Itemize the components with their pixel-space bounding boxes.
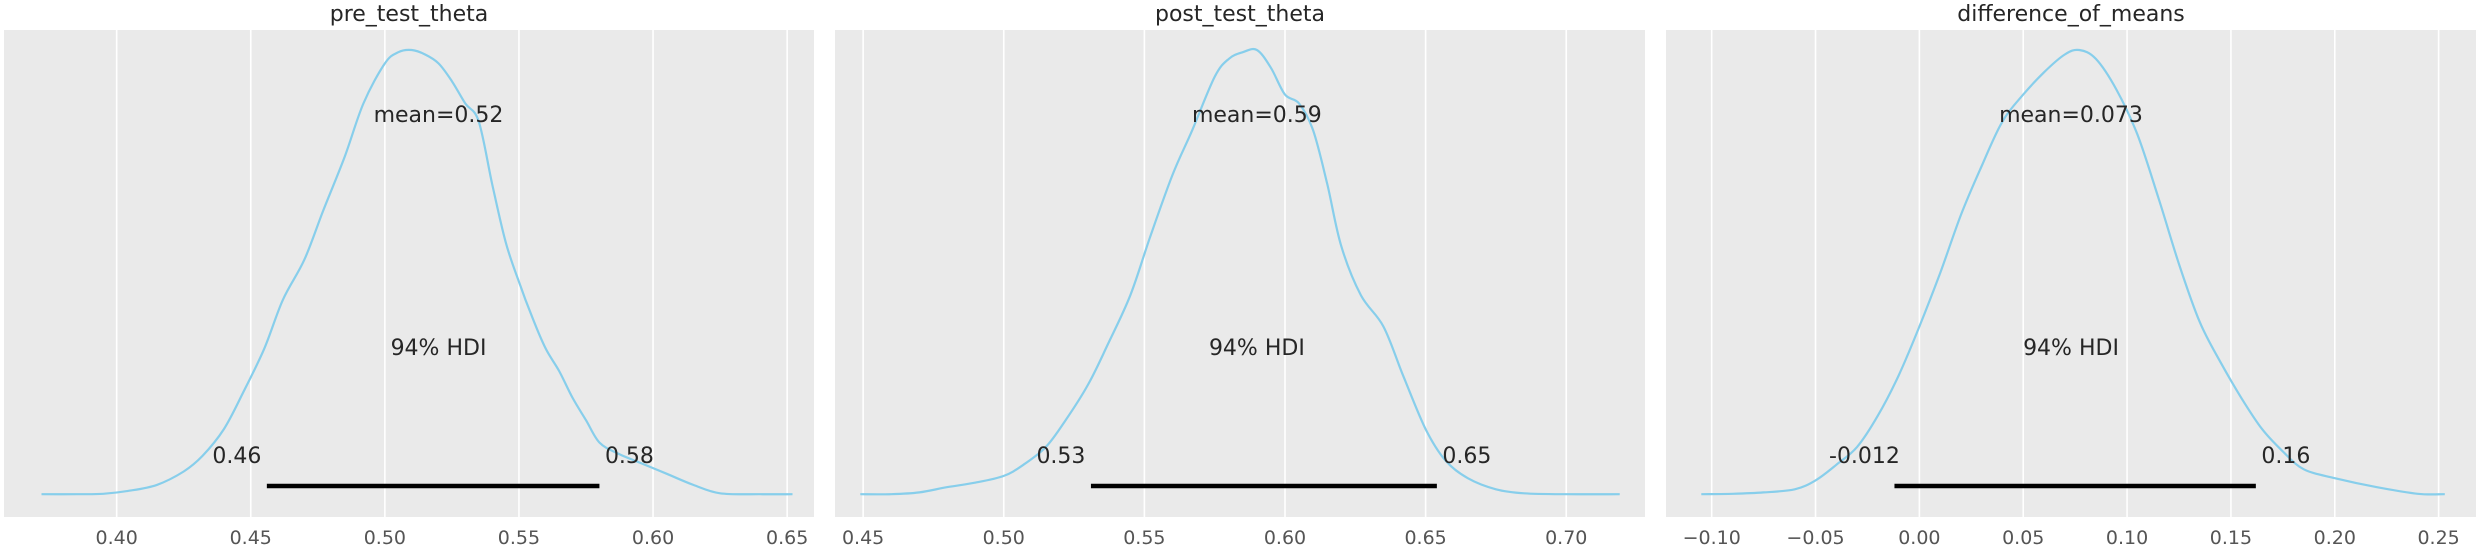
mean-label: mean=0.073 <box>1999 103 2143 128</box>
x-tick-label: 0.55 <box>1123 527 1165 549</box>
x-tick-label: 0.55 <box>498 527 540 549</box>
x-tick-label: 0.20 <box>2314 527 2356 549</box>
x-tick-label: 0.60 <box>632 527 674 549</box>
hdi-lower-label: -0.012 <box>1829 444 1900 469</box>
subplot-title: difference_of_means <box>1957 2 2185 27</box>
mean-label: mean=0.52 <box>374 103 504 128</box>
x-tick-label: −0.10 <box>1683 527 1741 549</box>
x-tick-label: 0.25 <box>2417 527 2459 549</box>
subplot-1: 0.40 0.45 0.50 0.55 0.60 0.65 mean=0.52 94% HDI… <box>4 2 814 549</box>
x-tick-label: 0.45 <box>842 527 884 549</box>
x-tick-label: 0.05 <box>2002 527 2044 549</box>
plot-area <box>835 30 1645 517</box>
hdi-lower-label: 0.46 <box>212 444 261 469</box>
plot-area <box>4 30 814 517</box>
plot-area <box>1666 30 2476 517</box>
subplot-3: −0.10 −0.05 0.00 0.05 0.10 0.15 0.20 0.25 mean=0… <box>1666 2 2476 549</box>
mean-label: mean=0.59 <box>1192 103 1322 128</box>
density-curve <box>1701 48 2445 496</box>
x-tick-label: 0.10 <box>2106 527 2148 549</box>
hdi-upper-label: 0.58 <box>605 444 654 469</box>
hdi-upper-label: 0.65 <box>1442 444 1491 469</box>
hdi-label: 94% HDI <box>391 336 487 361</box>
subplot-title: pre_test_theta <box>330 2 489 27</box>
x-tick-label: 0.50 <box>364 527 406 549</box>
subplot-2: 0.45 0.50 0.55 0.60 0.65 0.70 mean=0.59 94% HDI… <box>835 2 1645 549</box>
hdi-label: 94% HDI <box>1209 336 1305 361</box>
density-curve <box>41 48 793 496</box>
x-tick-label: 0.40 <box>95 527 137 549</box>
density-curve <box>860 47 1620 496</box>
hdi-label: 94% HDI <box>2023 336 2119 361</box>
subplot-title: post_test_theta <box>1155 2 1325 27</box>
hdi-upper-label: 0.16 <box>2261 444 2310 469</box>
x-tick-label: 0.45 <box>230 527 272 549</box>
x-tick-label: 0.70 <box>1545 527 1587 549</box>
x-tick-label: −0.05 <box>1786 527 1844 549</box>
x-tick-label: 0.65 <box>766 527 808 549</box>
x-tick-label: 0.00 <box>1898 527 1940 549</box>
hdi-lower-label: 0.53 <box>1036 444 1085 469</box>
x-tick-label: 0.60 <box>1264 527 1306 549</box>
x-tick-label: 0.50 <box>983 527 1025 549</box>
x-tick-label: 0.15 <box>2210 527 2252 549</box>
x-tick-label: 0.65 <box>1404 527 1446 549</box>
